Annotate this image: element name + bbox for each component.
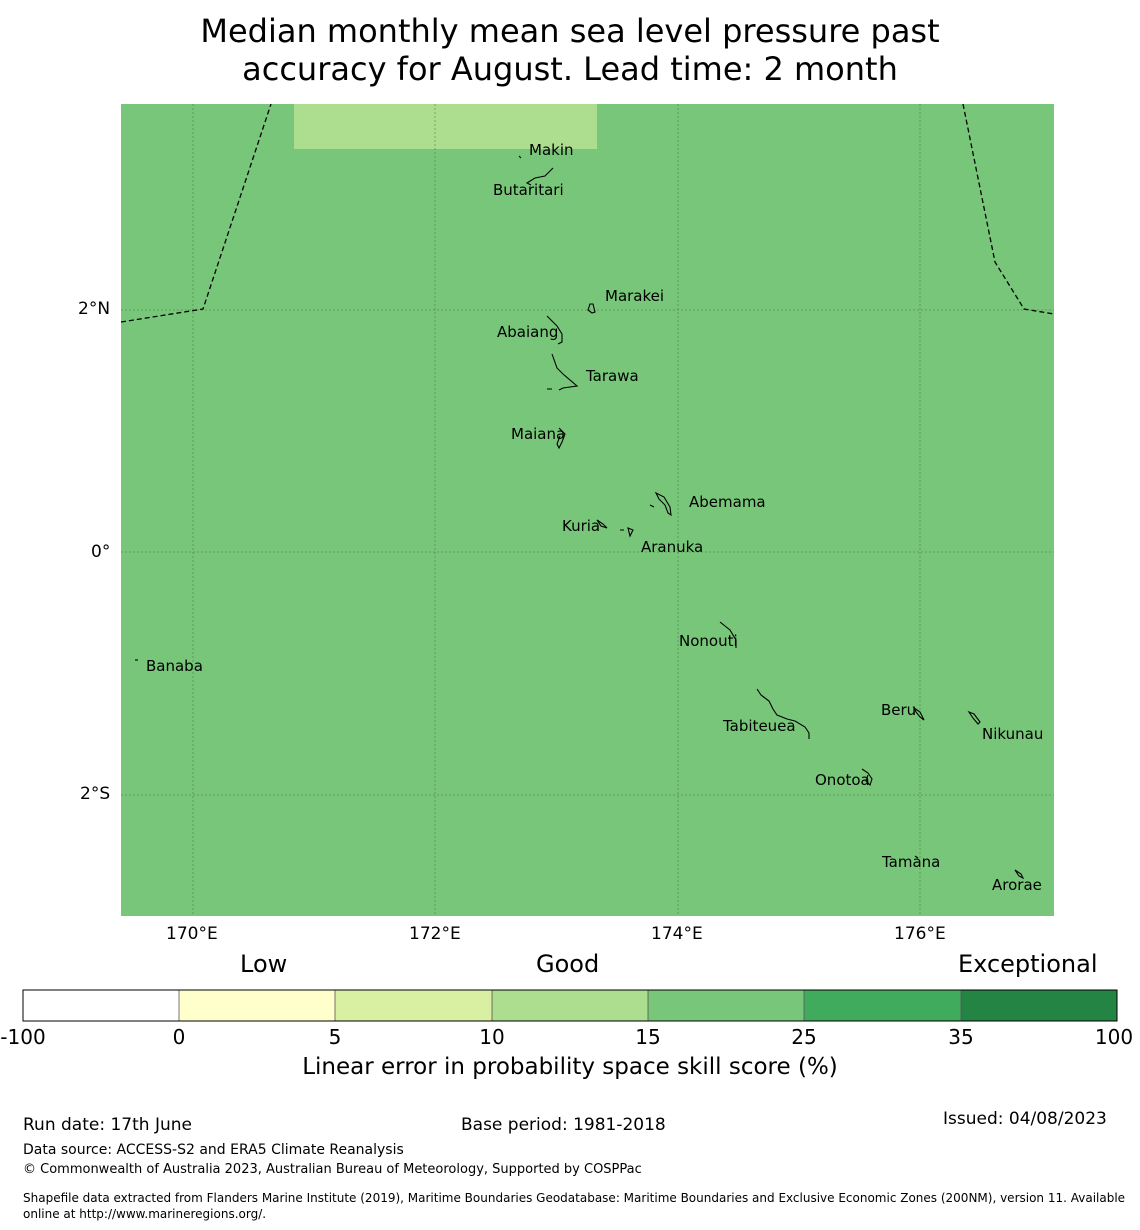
lon-label-176e: 176°E [894, 924, 946, 944]
island-shape-nonouti [719, 621, 737, 648]
colorbar-tick: 35 [948, 1025, 974, 1049]
label-arorae: Arorae [992, 876, 1042, 894]
map-background [121, 104, 1054, 916]
island-shape-butaritari [525, 167, 554, 186]
colorbar-segment-2 [179, 990, 335, 1021]
eez-boundary-west [120, 103, 272, 323]
graticule [121, 104, 1054, 916]
base-period: Base period: 1981-2018 [461, 1115, 666, 1135]
lon-label-172e: 172°E [409, 924, 461, 944]
island-shape-nikunau [967, 710, 981, 725]
label-abemama: Abemama [689, 493, 766, 511]
category-label-exceptional: Exceptional [958, 950, 1098, 978]
label-butaritari: Butaritari [493, 181, 564, 199]
label-marakei: Marakei [605, 287, 664, 305]
colorbar-segment-3 [335, 990, 492, 1021]
category-label-low: Low [240, 950, 288, 978]
colorbar-segment-1 [23, 990, 179, 1021]
map-title-line-1: Median monthly mean sea level pressure p… [200, 12, 940, 50]
colorbar-frame [22, 989, 1118, 1022]
colorbar-segment-6 [804, 990, 961, 1021]
skill-highlight-region [294, 104, 597, 149]
lat-label-2n: 2°N [78, 299, 111, 319]
island-shape-tamana [914, 855, 919, 859]
eez-boundaries [120, 103, 1055, 323]
island-shape-abaiang [546, 315, 563, 345]
label-tamana: Tamana [881, 853, 940, 871]
island-shape-kuria [596, 519, 608, 529]
category-label-good: Good [536, 950, 600, 978]
colorbar [22, 989, 1118, 1022]
island-shape-arorae [1014, 869, 1025, 880]
label-makin: Makin [529, 141, 574, 159]
label-aranuka: Aranuka [641, 538, 703, 556]
run-date: Run date: 17th June [23, 1115, 192, 1135]
island-shape-makin [518, 155, 522, 159]
colorbar-tick: 15 [635, 1025, 661, 1049]
copyright-notice: © Commonwealth of Australia 2023, Austra… [23, 1162, 642, 1177]
colorbar-title: Linear error in probability space skill … [302, 1054, 838, 1080]
colorbar-tick: 10 [479, 1025, 505, 1049]
lat-label-2s: 2°S [80, 784, 111, 804]
label-banaba: Banaba [146, 657, 203, 675]
colorbar-segment-5 [648, 990, 804, 1021]
colorbar-dividers [178, 990, 962, 1021]
colorbar-tick: 0 [172, 1025, 186, 1049]
island-shape-onotoa [861, 768, 873, 787]
lon-label-174e: 174°E [651, 924, 703, 944]
island-shape-abemama [649, 491, 672, 517]
island-shape-tabiteuea [756, 688, 810, 739]
label-tarawa: Tarawa [585, 367, 639, 385]
colorbar-segment-7 [961, 990, 1117, 1021]
colorbar-segment-4 [492, 990, 648, 1021]
lat-label-0: 0° [91, 542, 111, 562]
island-labels: Makin Butaritari Marakei Abaiang Tarawa … [146, 141, 1043, 894]
lon-label-170e: 170°E [166, 924, 218, 944]
shapefile-credit-line-2: online at http://www.marineregions.org/. [23, 1207, 267, 1221]
label-kuria: Kuria [562, 517, 600, 535]
eez-boundary-east [962, 103, 1055, 315]
label-nonouti: Nonouti [679, 632, 738, 650]
label-maiana: Maiana [511, 425, 565, 443]
island-shape-tarawa [547, 353, 579, 391]
colorbar-tick: 25 [791, 1025, 817, 1049]
data-source: Data source: ACCESS-S2 and ERA5 Climate … [23, 1142, 404, 1158]
label-nikunau: Nikunau [982, 725, 1043, 743]
map-title-line-2: accuracy for August. Lead time: 2 month [242, 50, 898, 88]
island-shape-maiana [556, 427, 566, 450]
issued-date: Issued: 04/08/2023 [943, 1109, 1107, 1129]
island-shape-marakei [587, 303, 596, 314]
island-shape-aranuka [620, 527, 634, 538]
colorbar-tick: -100 [0, 1025, 46, 1049]
colorbar-tick: 100 [1094, 1025, 1134, 1049]
label-tabiteuea: Tabiteuea [722, 717, 796, 735]
label-abaiang: Abaiang [497, 323, 558, 341]
colorbar-tick: 5 [328, 1025, 342, 1049]
label-beru: Beru [881, 701, 916, 719]
shapefile-credit-line-1: Shapefile data extracted from Flanders M… [23, 1191, 1126, 1205]
island-shape-beru [912, 706, 925, 721]
label-onotoa: Onotoa [815, 771, 870, 789]
island-outlines [135, 155, 1025, 880]
